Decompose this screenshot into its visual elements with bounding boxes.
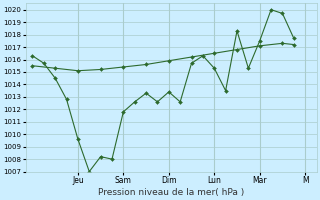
X-axis label: Pression niveau de la mer( hPa ): Pression niveau de la mer( hPa ) <box>98 188 244 197</box>
